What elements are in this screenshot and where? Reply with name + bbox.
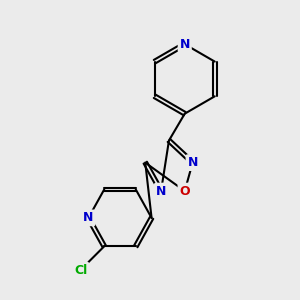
Text: O: O bbox=[179, 184, 190, 198]
Text: N: N bbox=[83, 212, 94, 224]
Text: N: N bbox=[188, 156, 198, 169]
Text: Cl: Cl bbox=[74, 263, 87, 277]
Text: N: N bbox=[156, 184, 166, 198]
Text: N: N bbox=[179, 38, 190, 51]
